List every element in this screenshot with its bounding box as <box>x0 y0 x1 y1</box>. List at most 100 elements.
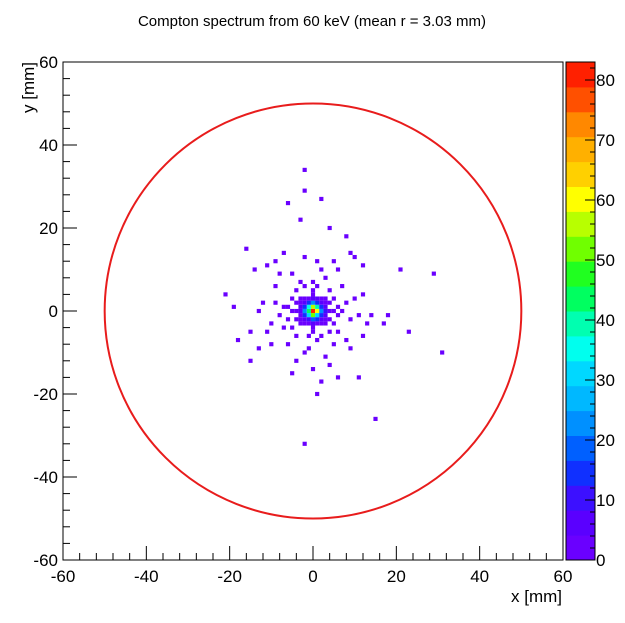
heatmap-bin <box>335 375 341 380</box>
heatmap-bin <box>294 308 299 314</box>
y-axis-label: y [mm] <box>19 62 38 113</box>
heatmap-bin <box>248 329 253 334</box>
heatmap-bin <box>273 259 278 264</box>
heatmap-bin <box>398 267 403 272</box>
colorbar-tick-label: 70 <box>596 131 615 150</box>
heatmap-bin <box>344 337 349 343</box>
x-tick-label: 60 <box>554 567 573 586</box>
colorbar-segment <box>566 485 595 511</box>
heatmap-bin <box>335 267 341 272</box>
heatmap-bin <box>310 296 316 301</box>
heatmap-bin <box>231 304 236 309</box>
heatmap-bin <box>373 416 378 421</box>
heatmap-bin <box>315 337 320 343</box>
heatmap-bin <box>315 284 320 289</box>
heatmap-bin <box>256 346 261 351</box>
heatmap-bin <box>306 304 311 309</box>
heatmap-bin <box>327 308 332 314</box>
heatmap-bin <box>315 313 320 318</box>
colorbar-segment <box>566 186 595 212</box>
y-tick-label: -40 <box>33 468 58 487</box>
colorbar-frame <box>565 61 596 561</box>
heatmap-bin <box>323 317 328 322</box>
heatmap-bin <box>269 321 274 326</box>
heatmap-bin <box>302 296 307 301</box>
heatmap-bin <box>298 313 303 318</box>
heatmap-bin <box>319 313 324 318</box>
heatmap-bin <box>310 317 316 322</box>
heatmap-bin <box>290 308 295 314</box>
heatmap-bin <box>302 313 307 318</box>
heatmap-bin <box>298 317 303 322</box>
x-tick-label: -20 <box>217 567 242 586</box>
x-tick-label: -40 <box>134 567 159 586</box>
heatmap-bin <box>331 259 336 264</box>
heatmap-bin <box>260 300 266 305</box>
heatmap-bin <box>335 304 341 309</box>
heatmap-bin <box>340 284 345 289</box>
heatmap-bin <box>344 234 349 239</box>
heatmap-bin <box>265 329 270 334</box>
heatmap-bin <box>310 308 316 314</box>
heatmap-bin <box>302 350 307 355</box>
colorbar-tick-label: 10 <box>596 491 615 510</box>
heatmap-bin <box>310 288 316 293</box>
heatmap-bin <box>406 329 411 334</box>
colorbar-segment <box>566 62 595 88</box>
heatmap-bin <box>244 246 249 251</box>
heatmap-bin <box>223 292 228 297</box>
heatmap-bin <box>269 342 274 347</box>
heatmap-bin <box>294 317 299 322</box>
heatmap-bin <box>344 300 349 305</box>
heatmap-bin <box>294 358 299 363</box>
y-axis: -60 -40 -20 0 20 40 60 <box>33 53 77 570</box>
heatmap-bin <box>310 292 316 297</box>
heatmap-bin <box>323 321 328 326</box>
heatmap-bin <box>302 167 307 172</box>
heatmap-bin <box>319 379 324 384</box>
colorbar-segment <box>566 286 595 312</box>
heatmap-bin <box>252 267 257 272</box>
colorbar-segment <box>566 410 595 436</box>
heatmap-bin <box>306 300 311 305</box>
y-tick-label: 20 <box>39 219 58 238</box>
heatmap-bin <box>340 308 345 314</box>
heatmap-bin <box>331 308 336 314</box>
x-axis: -60 -40 -20 0 20 40 60 <box>51 546 573 586</box>
x-tick-label: 40 <box>470 567 489 586</box>
heatmap-bin <box>298 308 303 314</box>
heatmap-bin <box>256 308 261 314</box>
heatmap-bin <box>348 346 353 351</box>
heatmap-bin <box>319 267 324 272</box>
heatmap-bin <box>298 321 303 326</box>
heatmap-bin <box>298 279 303 285</box>
heatmap-bin <box>290 296 295 301</box>
heatmap-bin <box>302 300 307 305</box>
colorbar: 0 10 20 30 40 50 60 70 80 <box>565 61 615 570</box>
colorbar-tick-label: 20 <box>596 431 615 450</box>
heatmap-bin <box>331 296 336 301</box>
colorbar-tick-label: 0 <box>596 551 605 570</box>
heatmap-bin <box>440 350 445 355</box>
heatmap-bin <box>285 304 291 309</box>
heatmap-bin <box>235 337 241 343</box>
heatmap-bin <box>306 346 311 351</box>
heatmap-bin <box>315 317 320 322</box>
colorbar-segment <box>566 460 595 486</box>
y-tick-label: 40 <box>39 136 58 155</box>
heatmap-bin <box>273 284 278 289</box>
heatmap-bin <box>310 300 316 305</box>
heatmap-bin <box>315 391 320 397</box>
colorbar-segment <box>566 335 595 362</box>
heatmap-bin <box>319 296 324 301</box>
heatmap-bin <box>290 371 295 376</box>
heatmap-bin <box>310 304 316 309</box>
heatmap-bin <box>331 342 336 347</box>
heatmap-bin <box>265 263 270 268</box>
heatmap-bin <box>306 296 311 301</box>
y-tick-label: -20 <box>33 385 58 404</box>
heatmap-bin <box>323 304 328 309</box>
heatmap-bin <box>298 300 303 305</box>
heatmap-bin <box>306 321 311 326</box>
